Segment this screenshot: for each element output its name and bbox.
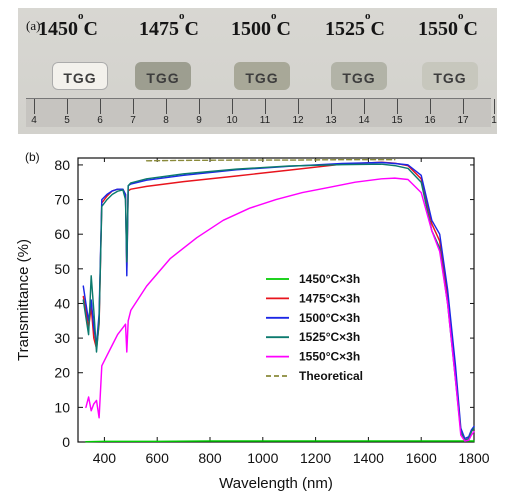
x-tick-label: 1000 xyxy=(247,450,278,466)
x-tick-label: 1800 xyxy=(458,450,489,466)
y-axis-title: Transmittance (%) xyxy=(15,239,32,361)
ruler-number: 9 xyxy=(196,115,202,126)
series-line-3 xyxy=(82,163,475,442)
temperature-value-1525: 1525 xyxy=(325,18,365,40)
sample-1500 xyxy=(234,62,290,90)
temperature-label-1550: 1550oC xyxy=(418,10,478,41)
temperature-degree-mark-1500: o xyxy=(271,10,277,23)
series-line-1 xyxy=(82,161,475,442)
temperature-unit-1475: C xyxy=(184,18,199,40)
ruler-tick xyxy=(265,99,266,114)
y-tick-label: 60 xyxy=(54,226,70,242)
series-line-4 xyxy=(85,177,475,442)
ruler-tick xyxy=(34,99,35,114)
ruler-number: 12 xyxy=(292,115,304,126)
x-axis-title: Wavelength (nm) xyxy=(219,475,333,492)
temperature-unit-1450: C xyxy=(83,18,98,40)
x-tick-label: 600 xyxy=(146,450,170,466)
ruler-tick xyxy=(494,99,495,114)
sample-1525 xyxy=(331,62,387,90)
ruler-tick xyxy=(331,99,332,114)
ruler-tick xyxy=(67,99,68,114)
transmittance-chart: 400 600 800 1000 1200 1400 1600 1800 0 10 20 30 40 50… xyxy=(15,157,490,492)
ruler-tick xyxy=(463,99,464,114)
y-tick-label: 80 xyxy=(54,157,70,173)
legend-label-2: 1500°C×3h xyxy=(299,311,360,325)
temperature-value-1450: 1450 xyxy=(38,18,78,40)
photo-panel-label: (a) xyxy=(26,18,41,33)
ruler-number: 14 xyxy=(358,115,370,126)
ruler-tick xyxy=(166,99,167,114)
temperature-value-1475: 1475 xyxy=(139,18,179,40)
temperature-unit-1525: C xyxy=(370,18,385,40)
ruler-number: 10 xyxy=(226,115,238,126)
series-line-5 xyxy=(145,159,396,162)
ruler-tick xyxy=(133,99,134,114)
ruler: 4 5 6 7 8 9 10 11 12 13 14 15 16 17 1 xyxy=(26,98,497,127)
ruler-number: 15 xyxy=(391,115,403,126)
ruler-tick xyxy=(430,99,431,114)
x-tick-label: 1400 xyxy=(353,450,384,466)
ruler-tick xyxy=(364,99,365,114)
ruler-number: 1 xyxy=(491,115,497,126)
sample-photo: (a) 1450oC 1475oC 1500oC 1525oC 1550oC T… xyxy=(18,8,497,134)
sample-1550 xyxy=(422,62,478,90)
series-line-2 xyxy=(82,161,475,440)
ruler-tick xyxy=(232,99,233,114)
x-tick-label: 1600 xyxy=(406,450,437,466)
ruler-number: 17 xyxy=(457,115,469,126)
temperature-unit-1500: C xyxy=(276,18,291,40)
legend-label-4: 1550°C×3h xyxy=(299,350,360,364)
sample-label-1550: TGG xyxy=(433,70,467,86)
y-tick-label: 40 xyxy=(54,295,70,311)
series-line-0 xyxy=(85,440,475,443)
legend-label-5: Theoretical xyxy=(299,369,363,383)
ruler-tick xyxy=(100,99,101,114)
ruler-number: 11 xyxy=(259,115,271,126)
ruler-tick xyxy=(397,99,398,114)
legend-label-3: 1525°C×3h xyxy=(299,330,360,344)
temperature-label-1525: 1525oC xyxy=(325,10,385,41)
ruler-number: 6 xyxy=(97,115,103,126)
sample-1475 xyxy=(135,62,191,90)
y-tick-label: 0 xyxy=(62,434,70,450)
y-tick-label: 30 xyxy=(54,330,70,346)
y-tick-label: 20 xyxy=(54,365,70,381)
temperature-label-1500: 1500oC xyxy=(231,10,291,41)
temperature-degree-mark-1450: o xyxy=(78,10,84,23)
ruler-number: 13 xyxy=(325,115,337,126)
ruler-tick xyxy=(298,99,299,114)
ruler-number: 8 xyxy=(163,115,169,126)
ruler-number: 7 xyxy=(130,115,136,126)
temperature-label-1450: 1450oC xyxy=(38,10,98,41)
chart-panel-label: (b) xyxy=(25,150,40,164)
x-tick-label: 800 xyxy=(198,450,222,466)
sample-label-1500: TGG xyxy=(245,70,279,86)
x-tick-label: 400 xyxy=(93,450,117,466)
temperature-value-1500: 1500 xyxy=(231,18,271,40)
y-tick-label: 10 xyxy=(54,399,70,415)
ruler-tick xyxy=(199,99,200,114)
temperature-label-1475: 1475oC xyxy=(139,10,199,41)
sample-label-1450: TGG xyxy=(63,70,97,86)
sample-1450 xyxy=(52,62,108,90)
plot-frame xyxy=(77,157,475,443)
sample-label-1525: TGG xyxy=(342,70,376,86)
legend-label-1: 1475°C×3h xyxy=(299,291,360,305)
y-tick-label: 50 xyxy=(54,261,70,277)
legend-label-0: 1450°C×3h xyxy=(299,272,360,286)
temperature-unit-1550: C xyxy=(463,18,478,40)
x-tick-label: 1200 xyxy=(300,450,331,466)
temperature-degree-mark-1550: o xyxy=(458,10,464,23)
y-tick-label: 70 xyxy=(54,192,70,208)
temperature-degree-mark-1525: o xyxy=(365,10,371,23)
temperature-value-1550: 1550 xyxy=(418,18,458,40)
ruler-number: 4 xyxy=(31,115,37,126)
ruler-number: 16 xyxy=(424,115,436,126)
temperature-degree-mark-1475: o xyxy=(179,10,185,23)
ruler-number: 5 xyxy=(64,115,70,126)
sample-label-1475: TGG xyxy=(146,70,180,86)
transmittance-chart-panel: (b) 400 600 800 1000 1200 1400 1600 1800 0 10 20 30… xyxy=(0,140,513,500)
